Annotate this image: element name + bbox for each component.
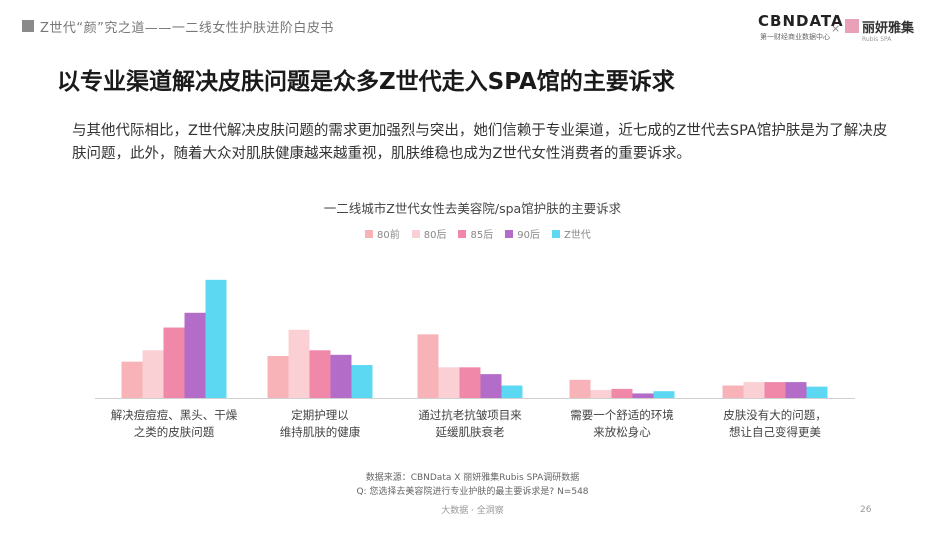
bar — [743, 382, 765, 398]
legend-swatch — [551, 229, 560, 238]
x-tick-label-line: 来放松身心 — [593, 425, 651, 439]
source-line-2: Q: 您选择去美容院进行专业护肤的最主要诉求是? N=548 — [356, 487, 589, 497]
x-tick-label-line: 解决痘痘痘、黑头、干燥 — [110, 408, 238, 422]
x-tick-label: 需要一个舒适的环境 来放松身心 — [547, 407, 697, 441]
source-line-1: 数据来源：CBNData X 丽妍雅集Rubis SPA调研数据 — [365, 473, 580, 483]
bar — [501, 385, 523, 398]
bar — [163, 327, 185, 398]
x-tick-label: 通过抗老抗皱项目来 延缓肌肤衰老 — [395, 407, 545, 441]
legend-label: 90后 — [517, 230, 540, 241]
legend-swatch — [365, 229, 373, 238]
x-tick-label-line: 之类的皮肤问题 — [133, 425, 215, 439]
x-tick-label-line: 通过抗老抗皱项目来 — [418, 408, 522, 422]
logo-separator: × — [831, 22, 841, 35]
bar — [611, 388, 633, 398]
chart-legend: 80前 80后 85后 90后 Z世代 — [365, 226, 591, 241]
footer-text: 大数据 · 全洞察 — [441, 506, 504, 516]
x-tick-label-line: 维持肌肤的健康 — [279, 425, 361, 439]
legend-item: Z世代 — [551, 226, 591, 241]
bar — [764, 382, 786, 398]
cbndata-logo: CBNDATA — [758, 12, 844, 30]
page-number: 26 — [860, 505, 872, 515]
bar — [480, 374, 502, 398]
legend-label: Z世代 — [563, 230, 591, 241]
bar — [590, 390, 612, 398]
partner-logo: 丽妍雅集 — [862, 21, 915, 36]
legend-item: 80后 — [411, 226, 447, 241]
bar — [569, 379, 591, 398]
legend-swatch — [458, 229, 467, 238]
bar — [121, 361, 143, 398]
x-tick-label-line: 皮肤没有大的问题， — [723, 408, 827, 422]
bar — [417, 334, 439, 398]
x-tick-label: 解决痘痘痘、黑头、干燥 之类的皮肤问题 — [99, 407, 249, 441]
bar — [309, 350, 331, 398]
legend-item: 80前 — [365, 226, 400, 241]
header-mark — [22, 20, 34, 32]
legend-item: 90后 — [505, 226, 540, 241]
x-tick-label: 定期护理以维持肌肤的健康 — [245, 407, 395, 441]
bar — [632, 393, 654, 398]
x-tick-label-line: 想让自己变得更美 — [729, 425, 821, 439]
bar — [184, 312, 206, 398]
legend-swatch — [505, 229, 514, 238]
bar — [351, 365, 373, 398]
header-title: Z世代“颜”究之道——一二线女性护肤进阶白皮书 — [40, 21, 334, 36]
bar — [785, 382, 807, 398]
chart-title: 一二线城市Z世代女性去美容院/spa馆护肤的主要诉求 — [323, 201, 622, 216]
bar — [459, 367, 481, 398]
bar — [142, 350, 164, 398]
bar — [330, 354, 352, 398]
bar — [806, 386, 828, 398]
partner-logo-icon — [845, 19, 859, 33]
legend-label: 85后 — [470, 230, 494, 241]
bar — [653, 391, 675, 398]
x-tick-label-line: 需要一个舒适的环境 — [570, 408, 674, 422]
legend-swatch — [411, 229, 420, 238]
legend-item: 85后 — [458, 226, 493, 241]
page-title: 以专业渠道解决皮肤问题是众多Z世代走入SPA馆的主要诉求 — [57, 69, 675, 95]
legend-label: 80后 — [423, 230, 447, 241]
x-tick-label-line: 定期护理以 — [291, 408, 349, 422]
page-description: 与其他代际相比，Z世代解决皮肤问题的需求更加强烈与突出，她们信赖于专业渠道，近七… — [72, 123, 888, 162]
bar — [722, 385, 744, 398]
legend-label: 80前 — [377, 230, 400, 241]
bar — [288, 329, 310, 398]
x-tick-label: 皮肤没有大的问题， 想让自己变得更美 — [700, 407, 850, 441]
bar — [205, 279, 227, 398]
bar — [267, 355, 289, 398]
partner-logo-subtitle: Rubis SPA — [862, 36, 892, 43]
bar — [438, 367, 460, 398]
x-tick-label-line: 延缓肌肤衰老 — [435, 425, 505, 439]
cbndata-logo-subtitle: 第一财经商业数据中心 — [760, 33, 830, 41]
